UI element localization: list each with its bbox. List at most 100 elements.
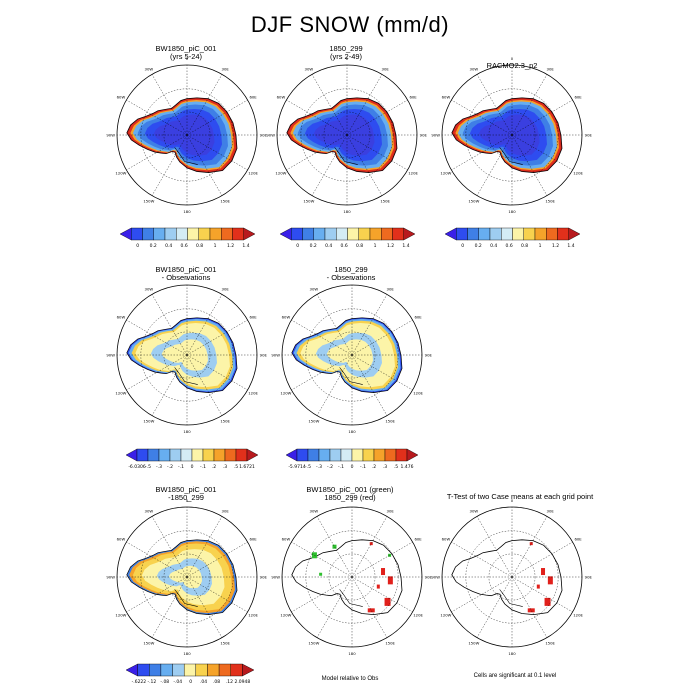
meridian-line: [286, 99, 348, 136]
colorbar-tick-label: 2.0948: [234, 679, 250, 685]
colorbar-swatch: [489, 227, 502, 241]
colorbar-tick-label: 0.4: [165, 243, 172, 249]
colorbar-panel-2: 0 0.2 0.4 0.6 0.8 1 1.2 1.4: [279, 227, 416, 249]
colorbar-swatch: [180, 448, 193, 462]
map-tick-label: 180: [343, 209, 351, 214]
significant-cell-red: [376, 584, 380, 589]
colorbar-end-right: [403, 227, 416, 241]
colorbar-tick-label: -.5: [145, 464, 151, 470]
colorbar-swatch: [142, 227, 154, 241]
colorbar-swatch: [136, 448, 149, 462]
map-tick-label: 90E: [260, 133, 268, 138]
colorbar-end-right: [243, 227, 256, 241]
map-tick-label: 30E: [387, 508, 395, 513]
map-tick-label: 60E: [414, 536, 422, 541]
significant-cell-red: [527, 608, 535, 613]
meridian-line: [186, 134, 248, 171]
meridian-line: [126, 319, 188, 356]
meridian-line: [291, 576, 353, 613]
map-tick-label: 60W: [117, 536, 126, 541]
significant-cell-red: [387, 576, 393, 585]
map-tick-label: 90W: [431, 575, 440, 580]
map-tick-label: 150W: [143, 199, 154, 204]
colorbar-tick-label: 0: [191, 464, 194, 470]
ice-shelf-line: [334, 147, 358, 165]
map-tick-label: 30W: [305, 66, 314, 71]
meridian-line: [346, 134, 383, 196]
colorbar-tick-label: -5.9714: [288, 464, 306, 470]
meridian-line: [151, 74, 188, 136]
colorbar-swatch: [501, 227, 513, 241]
field-layer: [126, 317, 237, 393]
colorbar-swatch: [395, 448, 408, 462]
map-tick-label: 180: [183, 209, 191, 214]
colorbar-swatch: [557, 227, 569, 241]
map-tick-label: 150W: [308, 419, 319, 424]
colorbar-tick-label: 1.4: [242, 243, 249, 249]
colorbar-swatch: [224, 448, 237, 462]
colorbar-tick-label: 1.4: [402, 243, 409, 249]
colorbar-swatch: [137, 663, 150, 677]
map-tick-label: 60W: [282, 536, 291, 541]
meridian-line: [316, 516, 353, 578]
map-tick-label: 90E: [585, 575, 593, 580]
map-tick-label: 180: [348, 651, 356, 656]
colorbar-swatch: [478, 227, 491, 241]
colorbar-panel-5: -5.9714 -.5 -.3 -.2 -.1 0 -.1 .2 .3 .5 1.476: [285, 448, 419, 470]
meridian-line: [126, 354, 188, 391]
map-tick-label: 90W: [271, 575, 280, 580]
map-tick-label: 0: [511, 56, 514, 61]
meridian-line: [186, 74, 223, 136]
colorbar-swatch: [336, 227, 348, 241]
colorbar-tick-label: .5: [234, 464, 238, 470]
colorbar-swatch: [221, 227, 233, 241]
map-tick-label: 150E: [545, 641, 555, 646]
colorbar-tick-label: 0.8: [356, 243, 363, 249]
map-tick-label: 90W: [431, 133, 440, 138]
map-tick-label: 120W: [115, 613, 126, 618]
map-tick-label: 120E: [573, 171, 583, 176]
colorbar-tick-label: -.2: [327, 464, 333, 470]
colorbar-swatch: [313, 227, 326, 241]
colorbar-tick-label: 0.4: [490, 243, 497, 249]
colorbar-tick-label: 0: [296, 243, 299, 249]
colorbar-panel-3: 0 0.2 0.4 0.6 0.8 1 1.2 1.4: [444, 227, 581, 249]
colorbar-tick-label: 0.2: [150, 243, 157, 249]
ice-shelf-line: [174, 147, 198, 165]
meridian-line: [451, 576, 513, 613]
colorbar-end-left: [444, 227, 457, 241]
panel-7-footnote: Model relative to Obs: [321, 676, 379, 682]
colorbar-swatch: [381, 227, 393, 241]
map-tick-label: 30E: [387, 286, 395, 291]
field-layer: [291, 317, 402, 393]
map-tick-label: 180: [183, 429, 191, 434]
colorbar-swatch: [198, 227, 211, 241]
field-band: [313, 114, 375, 156]
map-tick-label: 60E: [249, 94, 257, 99]
colorbar-swatch: [235, 448, 248, 462]
meridian-line: [126, 541, 188, 578]
colorbar-swatch: [467, 227, 479, 241]
panel-1-title: BW1850_piC_001 (yrs 5-24): [155, 44, 217, 61]
meridian-line: [126, 576, 188, 613]
colorbar-swatch: [384, 448, 397, 462]
colorbar-tick-label: -.3: [316, 464, 322, 470]
significant-cell-red: [384, 597, 391, 606]
significant-cell-red: [536, 584, 540, 589]
colorbar-swatch: [232, 227, 244, 241]
colorbar-swatch: [302, 227, 314, 241]
map-tick-label: 150E: [220, 419, 230, 424]
meridian-line: [476, 516, 513, 578]
map-tick-label: 0: [351, 276, 354, 281]
colorbar-swatch: [347, 227, 359, 241]
colorbar-tick-label: .5: [394, 464, 398, 470]
meridian-line: [511, 74, 548, 136]
meridian-line: [346, 134, 408, 171]
map-tick-label: 120W: [280, 391, 291, 396]
map-tick-label: 120W: [115, 391, 126, 396]
colorbar-tick-label: 0.4: [325, 243, 332, 249]
colorbar-swatch: [195, 663, 208, 677]
map-tick-label: 60W: [282, 314, 291, 319]
map-tick-label: 30W: [470, 66, 479, 71]
